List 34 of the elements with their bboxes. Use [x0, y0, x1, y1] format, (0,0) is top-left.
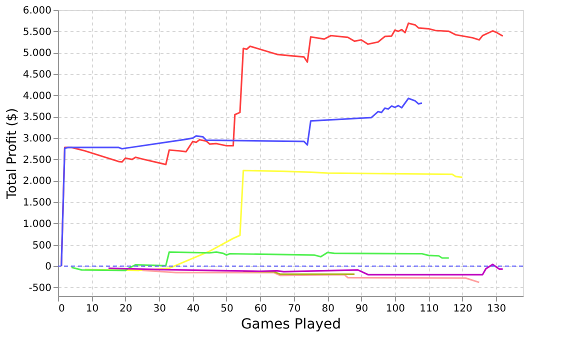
y-tick-label: 3.000	[22, 134, 52, 145]
y-tick-label: 5.000	[22, 48, 52, 60]
line-series	[141, 270, 480, 284]
y-tick-label: 4.500	[22, 70, 52, 81]
y-tick-label: 5.500	[22, 26, 52, 38]
y-tick-label: 2.000	[22, 176, 52, 188]
x-tick-label: 120	[453, 304, 472, 314]
y-tick-label: 6.000	[22, 6, 52, 16]
y-tick-label: 2.500	[22, 154, 52, 166]
x-tick-label: 100	[386, 304, 406, 314]
y-tick-label: 1.500	[22, 198, 52, 209]
x-tick-label: 110	[420, 304, 439, 314]
x-tick-label: 30	[153, 304, 166, 314]
y-tick-label: 1.000	[22, 218, 52, 230]
y-tick-label: -500	[28, 282, 52, 294]
x-tick-label: 130	[486, 304, 506, 314]
line-series	[84, 170, 464, 272]
line-series	[70, 251, 450, 272]
x-axis-title: Games Played	[240, 316, 342, 332]
x-tick-label: 60	[254, 304, 268, 314]
x-tick-label: 90	[355, 304, 368, 314]
y-tick-label: 0	[45, 262, 52, 273]
y-tick-label: 4.000	[22, 90, 52, 102]
x-tick-label: 20	[120, 304, 132, 314]
x-tick-label: 50	[220, 304, 234, 314]
x-tick-label: 40	[186, 304, 200, 314]
x-tick-label: 80	[322, 304, 334, 314]
y-tick-label: 500	[32, 240, 52, 252]
x-tick-label: 10	[86, 304, 99, 314]
line-series	[108, 264, 504, 276]
x-tick-label: 70	[288, 304, 301, 314]
y-axis-title: Total Profit ($)	[4, 108, 20, 200]
x-tick-label: 0	[58, 304, 65, 314]
y-tick-label: 3.500	[22, 112, 52, 124]
